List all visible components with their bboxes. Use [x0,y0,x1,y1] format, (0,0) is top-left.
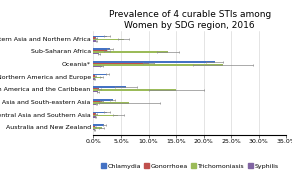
Bar [93,51,168,53]
Bar [93,104,96,105]
Bar [93,74,107,75]
Bar [93,53,99,54]
Bar [93,39,124,40]
Bar [93,116,96,118]
Bar [93,75,95,77]
Legend: Chlamydia, Gonorrhoea, Trichomoniasis, Syphilis: Chlamydia, Gonorrhoea, Trichomoniasis, S… [98,161,281,171]
Bar [93,127,102,129]
Bar [93,124,105,126]
Bar [93,86,126,88]
Bar [93,40,96,42]
Bar [93,99,113,101]
Bar [93,115,118,116]
Bar [93,126,95,127]
Bar [93,50,107,51]
Bar [93,89,176,91]
Bar [93,62,149,64]
Bar [93,64,223,66]
Bar [93,48,110,50]
Bar [93,61,215,62]
Bar [93,78,95,80]
Bar [93,113,96,115]
Bar [93,101,102,102]
Title: Prevalence of 4 curable STIs among
Women by SDG region, 2016: Prevalence of 4 curable STIs among Women… [109,10,271,30]
Bar [93,37,96,39]
Bar [93,91,98,92]
Bar [93,102,129,104]
Bar [93,129,95,130]
Bar [93,36,107,37]
Bar [93,88,99,89]
Bar [93,77,102,78]
Bar [93,66,102,67]
Bar [93,112,107,113]
